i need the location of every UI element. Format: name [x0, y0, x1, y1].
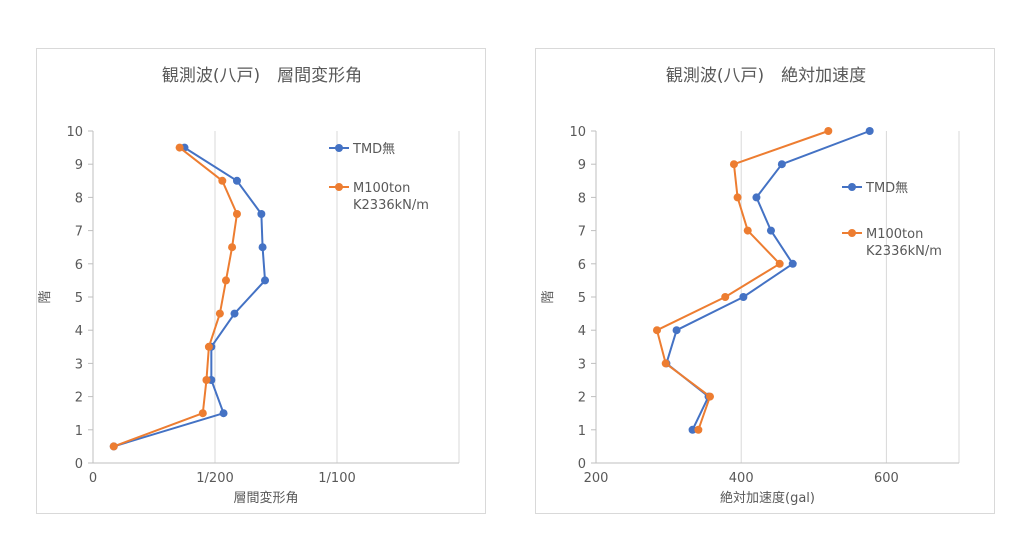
y-tick-label: 5	[75, 291, 83, 306]
data-point-series-2	[198, 409, 207, 418]
data-point-series-1	[788, 259, 797, 268]
data-point-series-1	[232, 176, 241, 185]
y-tick-label: 6	[578, 258, 586, 273]
data-point-series-1	[257, 210, 266, 218]
y-tick-label: 3	[578, 357, 586, 372]
data-point-series-1	[261, 276, 270, 285]
y-tick-label: 5	[578, 291, 586, 306]
data-point-series-1	[688, 425, 697, 434]
x-tick-label: 200	[584, 471, 609, 486]
y-tick-label: 1	[578, 424, 586, 439]
data-point-series-2	[204, 342, 213, 351]
legend-label: M100ton K2336kN/m	[353, 181, 429, 213]
legend-swatch-marker	[848, 229, 856, 237]
legend-label: TMD無	[352, 142, 395, 157]
series-line-2	[655, 130, 829, 431]
y-tick-label: 10	[66, 125, 83, 140]
y-tick-label: 9	[75, 158, 83, 173]
data-point-series-2	[215, 309, 224, 318]
data-point-series-2	[218, 176, 227, 185]
y-tick-label: 2	[75, 391, 83, 406]
x-tick-label: 600	[874, 471, 899, 486]
chart-panel-absolute-acceleration: 観測波(八戸) 絶対加速度 200 400 600 0 1 2 3 4 5 6 7 8 9 10 絶対加速度(…	[535, 48, 995, 514]
chart-title: 観測波(八戸) 絶対加速度	[666, 66, 866, 86]
data-point-series-2	[721, 293, 730, 301]
data-point-series-1	[230, 309, 239, 318]
data-point-series-2	[824, 127, 833, 135]
data-point-series-1	[219, 409, 228, 418]
x-axis-title: 層間変形角	[233, 490, 298, 506]
data-point-series-1	[752, 193, 761, 202]
data-point-series-2	[109, 442, 118, 451]
y-tick-label: 0	[578, 457, 586, 472]
legend-swatch-marker	[335, 183, 343, 191]
series-line-2	[113, 146, 238, 448]
y-tick-label: 8	[578, 191, 586, 206]
legend-swatch-marker	[848, 183, 856, 191]
data-point-series-2	[705, 392, 714, 401]
data-point-series-2	[175, 143, 184, 152]
data-point-series-2	[221, 276, 230, 285]
x-tick-label: 1/100	[318, 471, 355, 486]
chart-panel-inter-story-drift: 観測波(八戸) 層間変形角 0 1/200 1/100 0 1 2 3 4 5 6 7 8 9 10 層間変形…	[36, 48, 486, 514]
data-point-series-1	[766, 226, 775, 235]
data-point-series-2	[775, 259, 784, 268]
data-point-series-1	[258, 243, 267, 252]
chart-title: 観測波(八戸) 層間変形角	[162, 66, 362, 86]
y-tick-label: 6	[75, 258, 83, 273]
data-point-series-2	[661, 359, 670, 368]
y-tick-label: 7	[578, 225, 586, 240]
data-point-series-2	[202, 376, 211, 384]
y-tick-label: 0	[75, 457, 83, 472]
y-tick-label: 10	[569, 125, 586, 140]
legend-label: M100ton K2336kN/m	[866, 227, 942, 259]
x-axis-title: 絶対加速度(gal)	[720, 490, 815, 506]
y-axis-title: 階	[541, 290, 556, 303]
y-tick-label: 3	[75, 357, 83, 372]
y-tick-label: 1	[75, 424, 83, 439]
data-point-series-1	[739, 293, 748, 301]
data-point-series-2	[652, 326, 661, 335]
y-tick-label: 9	[578, 158, 586, 173]
chart-absolute-acceleration: 観測波(八戸) 絶対加速度 200 400 600 0 1 2 3 4 5 6 7 8 9 10 絶対加速度(…	[541, 66, 960, 506]
data-point-series-1	[865, 127, 874, 135]
data-point-series-2	[733, 193, 742, 202]
y-tick-label: 8	[75, 191, 83, 206]
x-tick-label: 0	[89, 471, 97, 486]
data-point-series-2	[729, 160, 738, 169]
y-tick-label: 4	[75, 324, 83, 339]
data-point-series-2	[232, 210, 241, 218]
x-tick-label: 400	[729, 471, 754, 486]
y-tick-label: 7	[75, 225, 83, 240]
legend-label: TMD無	[865, 181, 908, 196]
chart-inter-story-drift: 観測波(八戸) 層間変形角 0 1/200 1/100 0 1 2 3 4 5 6 7 8 9 10 層間変形…	[38, 66, 460, 506]
series-line-1	[113, 146, 267, 448]
x-tick-label: 1/200	[196, 471, 233, 486]
y-tick-label: 2	[578, 391, 586, 406]
data-point-series-1	[777, 160, 786, 169]
y-tick-label: 4	[578, 324, 586, 339]
y-axis-title: 階	[38, 290, 53, 303]
data-point-series-2	[694, 425, 703, 434]
data-point-series-1	[672, 326, 681, 335]
data-point-series-2	[743, 226, 752, 235]
legend-swatch-marker	[335, 144, 343, 152]
series-line-1	[665, 130, 871, 431]
data-point-series-2	[228, 243, 237, 252]
